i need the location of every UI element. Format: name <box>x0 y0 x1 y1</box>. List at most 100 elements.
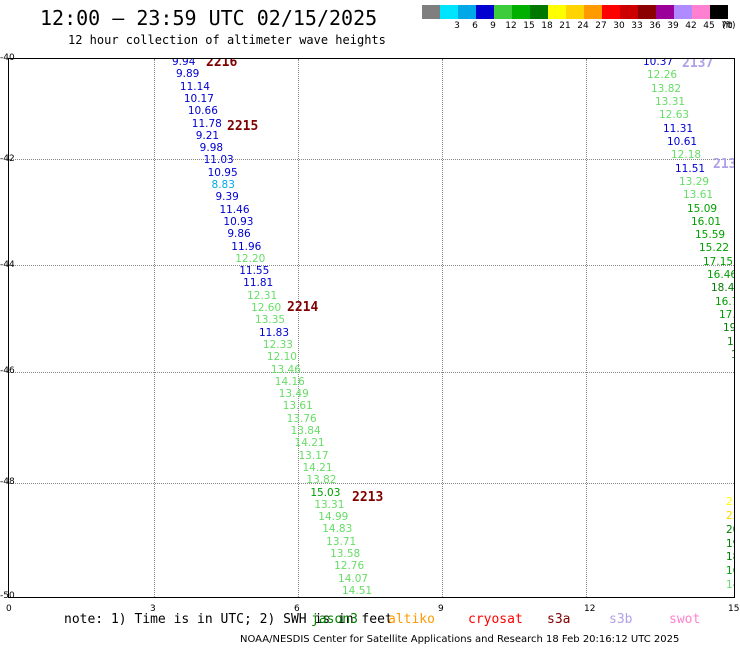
legend-swatch <box>512 5 530 19</box>
wave-height-value: 13.61 <box>683 189 714 202</box>
wave-height-value: 14.99 <box>318 511 349 524</box>
wave-height-value: 13.58 <box>330 548 361 561</box>
longitude-tick-label: 9 <box>438 604 444 614</box>
latitude-tick-label: -48 <box>0 477 15 487</box>
grid-line-horizontal <box>9 372 734 373</box>
wave-height-value: 16.46 <box>707 269 735 282</box>
wave-height-value: 13.71 <box>326 535 357 548</box>
wave-height-value: 18.33 <box>731 349 734 361</box>
grid-line-vertical <box>154 59 155 597</box>
legend-label: 27 <box>595 21 607 31</box>
grid-line-vertical <box>442 59 443 597</box>
wave-height-value: 13.46 <box>270 363 301 376</box>
grid-line-horizontal <box>9 159 734 160</box>
legend-swatch <box>584 5 602 19</box>
wave-height-value: 8.83 <box>211 179 235 192</box>
legend-swatch <box>674 5 692 19</box>
legend-label: 12 <box>505 21 517 31</box>
note-text: note: 1) Time is in UTC; 2) SWH is in fe… <box>64 612 393 627</box>
longitude-tick-label: 0 <box>6 604 12 614</box>
wave-height-value: 13.17 <box>298 449 329 462</box>
legend-label: 18 <box>541 21 553 31</box>
wave-height-value: 19.12 <box>723 322 734 335</box>
wave-height-value: 23.07 <box>726 496 734 508</box>
wave-height-value: 11.03 <box>203 154 234 167</box>
legend-swatch <box>656 5 674 19</box>
satellite-legend-item: s3a <box>547 612 571 627</box>
wave-height-value: 9.86 <box>227 228 251 241</box>
latitude-tick-label: -46 <box>0 366 15 376</box>
legend-label: 15 <box>523 21 535 31</box>
legend-label: 36 <box>649 21 661 31</box>
legend-swatch <box>602 5 620 19</box>
legend-swatch <box>566 5 584 19</box>
wave-height-value: 12.26 <box>647 69 678 82</box>
wave-height-value: 9.98 <box>199 142 224 155</box>
wave-height-value: 10.37 <box>643 58 674 68</box>
page-subtitle: 12 hour collection of altimeter wave hei… <box>68 33 386 47</box>
satellite-legend-item: swot <box>669 612 701 627</box>
wave-height-value: 15.03 <box>310 486 341 499</box>
legend-swatch <box>710 5 728 19</box>
legend-label: 45 <box>703 21 715 31</box>
grid-line-vertical <box>586 59 587 597</box>
legend-swatch <box>440 5 458 19</box>
pass-label: 2213 <box>352 490 384 505</box>
pass-label: 2137 <box>682 58 714 71</box>
wave-height-value: 9.89 <box>175 68 200 81</box>
page-title: 12:00 – 23:59 UTC 02/15/2025 <box>40 6 378 30</box>
satellite-legend-item: altiko <box>388 612 435 627</box>
latitude-tick-label: -42 <box>0 154 15 164</box>
wave-height-value: 10.61 <box>667 135 698 148</box>
pass-label: 2136 <box>713 157 734 172</box>
wave-height-value: 10.17 <box>183 92 214 105</box>
wave-height-value: 15.59 <box>695 229 726 242</box>
wave-height-value: 15.22 <box>699 242 730 255</box>
wave-height-value: 12.31 <box>247 289 278 302</box>
wave-height-value: 9.21 <box>195 129 220 142</box>
wave-height-value: 13.84 <box>290 425 321 438</box>
satellite-legend-item: jason3 <box>311 612 358 627</box>
wave-height-value: 12.18 <box>671 149 702 162</box>
wave-height-value: 12.10 <box>266 351 297 364</box>
legend-label: 33 <box>631 21 643 31</box>
satellite-legend-item: s3b <box>609 612 633 627</box>
wave-height-value: 11.55 <box>239 265 270 278</box>
legend-label: 24 <box>577 21 589 31</box>
wave-height-value: 11.83 <box>258 326 290 339</box>
wave-height-value: 12.60 <box>251 302 282 315</box>
legend-unit: (ft) <box>722 21 736 31</box>
wave-height-value: 14.16 <box>274 375 305 388</box>
wave-height-value: 13.76 <box>286 412 317 425</box>
grid-line-horizontal <box>9 483 734 484</box>
wave-height-value: 12.20 <box>235 252 266 265</box>
longitude-tick-label: 6 <box>294 604 300 614</box>
wave-height-value: 12.76 <box>334 560 365 573</box>
wave-height-value: 13.61 <box>282 400 313 413</box>
wave-height-value: 20.10 <box>726 523 734 536</box>
wave-height-value: 13.49 <box>278 388 309 401</box>
wave-height-value: 11.31 <box>663 122 694 135</box>
wave-height-value: 11.78 <box>191 117 222 130</box>
legend-swatch <box>476 5 494 19</box>
legend-label: 9 <box>490 21 496 31</box>
wave-height-value: 14.07 <box>338 572 369 585</box>
wave-height-value: 13.31 <box>314 498 345 511</box>
longitude-tick-label: 15 <box>728 604 740 614</box>
legend-label: 70 <box>721 21 733 31</box>
wave-height-value: 10.66 <box>187 105 218 118</box>
wave-height-value: 14.67 <box>726 579 734 591</box>
wave-height-value: 16.01 <box>691 215 722 228</box>
satellite-legend-item: cryosat <box>468 612 523 627</box>
wave-height-value: 11.51 <box>675 162 706 175</box>
legend-label: 42 <box>685 21 697 31</box>
wave-height-value: 11.96 <box>231 240 262 253</box>
pass-label: 2215 <box>227 119 259 134</box>
wave-height-value: 22.41 <box>726 509 734 522</box>
grid-line-vertical <box>298 59 299 597</box>
legend-swatch <box>422 5 440 19</box>
legend-label: 21 <box>559 21 571 31</box>
wave-height-value: 13.31 <box>655 95 686 108</box>
latitude-tick-label: -44 <box>0 260 15 270</box>
